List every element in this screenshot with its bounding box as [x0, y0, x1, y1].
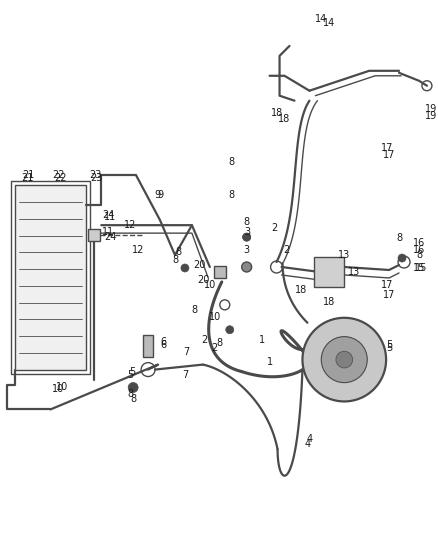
Text: 2: 2 [202, 335, 208, 345]
Text: 8: 8 [130, 394, 136, 405]
Text: 14: 14 [323, 18, 336, 28]
Text: 8: 8 [175, 247, 181, 257]
Bar [88, 229, 100, 241]
Text: 19: 19 [425, 111, 437, 120]
Text: 23: 23 [90, 173, 102, 183]
Text: 7: 7 [182, 369, 188, 379]
Bar [214, 266, 226, 278]
Text: 21: 21 [21, 173, 34, 183]
Text: 4: 4 [304, 439, 311, 449]
Text: 12: 12 [132, 245, 144, 255]
Text: 18: 18 [279, 114, 291, 124]
Text: 10: 10 [52, 384, 64, 394]
Text: 18: 18 [295, 285, 307, 295]
Text: 15: 15 [413, 263, 425, 273]
Text: 7: 7 [183, 346, 189, 357]
Text: 6: 6 [160, 340, 166, 350]
Text: 15: 15 [415, 263, 427, 273]
Text: 22: 22 [54, 173, 67, 183]
Text: 3: 3 [244, 245, 250, 255]
Circle shape [243, 233, 251, 241]
Text: 20: 20 [194, 260, 206, 270]
Text: 9: 9 [154, 190, 160, 200]
Text: 8: 8 [244, 217, 250, 227]
Bar [314, 257, 344, 287]
Text: 9: 9 [157, 190, 163, 200]
Text: 21: 21 [22, 171, 35, 180]
Text: 23: 23 [89, 171, 102, 180]
Text: 10: 10 [57, 382, 69, 392]
Circle shape [303, 318, 386, 401]
Text: 8: 8 [217, 338, 223, 348]
Text: 6: 6 [160, 337, 166, 346]
Text: 8: 8 [229, 157, 235, 167]
Text: 8: 8 [172, 255, 178, 265]
Bar [14, 185, 86, 369]
Text: 1: 1 [267, 357, 272, 367]
Text: 17: 17 [383, 150, 395, 160]
Text: 1: 1 [258, 335, 265, 345]
Text: 16: 16 [413, 245, 425, 255]
Text: 8: 8 [416, 250, 422, 260]
Text: 14: 14 [315, 14, 328, 24]
Text: 19: 19 [425, 103, 437, 114]
Text: 5: 5 [127, 369, 133, 379]
Text: 10: 10 [204, 280, 216, 290]
Text: 10: 10 [208, 312, 221, 322]
Text: 18: 18 [323, 297, 336, 307]
Text: 17: 17 [383, 290, 395, 300]
Circle shape [398, 254, 406, 262]
Circle shape [336, 351, 353, 368]
Text: 17: 17 [381, 143, 393, 154]
Text: 8: 8 [127, 390, 133, 399]
Text: 3: 3 [244, 227, 251, 237]
Text: 8: 8 [229, 190, 235, 200]
Text: 2: 2 [283, 245, 290, 255]
Text: 4: 4 [306, 434, 312, 445]
Circle shape [242, 262, 252, 272]
Text: 24: 24 [102, 210, 114, 220]
Text: 5: 5 [129, 367, 135, 377]
Text: 8: 8 [192, 305, 198, 315]
Text: 13: 13 [338, 250, 350, 260]
Bar [143, 335, 153, 357]
Text: 12: 12 [124, 220, 136, 230]
Text: 11: 11 [102, 227, 114, 237]
Circle shape [226, 326, 234, 334]
Text: 16: 16 [413, 238, 425, 248]
Text: 11: 11 [104, 212, 117, 222]
Text: 2: 2 [272, 223, 278, 233]
Text: 18: 18 [272, 108, 284, 118]
Text: 24: 24 [104, 232, 117, 242]
Text: 22: 22 [52, 171, 65, 180]
Text: 17: 17 [381, 280, 393, 290]
Circle shape [321, 337, 367, 383]
Text: 13: 13 [348, 267, 360, 277]
Circle shape [243, 233, 251, 241]
Circle shape [128, 383, 138, 392]
Text: 5: 5 [386, 343, 392, 353]
Text: 8: 8 [396, 233, 402, 243]
Text: 5: 5 [386, 340, 392, 350]
Text: 2: 2 [212, 343, 218, 353]
Text: 20: 20 [198, 275, 210, 285]
Circle shape [181, 264, 189, 272]
Bar [11, 181, 90, 374]
